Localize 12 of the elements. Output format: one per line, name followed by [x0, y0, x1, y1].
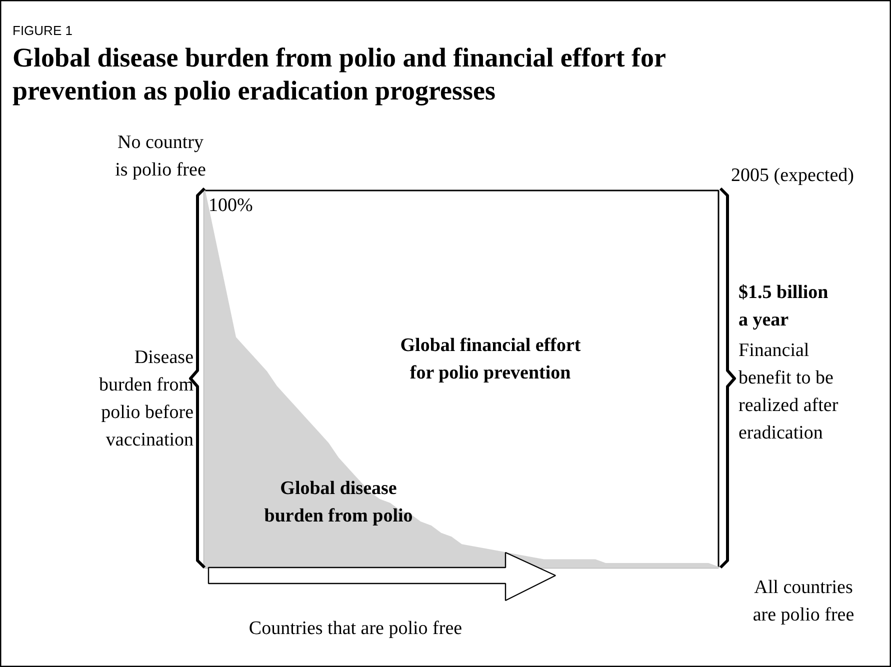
- annotation: Global financial effort for polio prevention: [400, 335, 582, 384]
- chart-title: Global disease burden from polio and financial effort for prevention as polio eradication progresses: [12, 42, 666, 106]
- text: Countries that are polio free: [248, 618, 462, 639]
- annotation: 100%: [208, 195, 253, 216]
- text: Financial benefit to be realized after eradication: [738, 340, 839, 444]
- text: No country is polio free: [115, 132, 206, 180]
- caption: FIGURE 1: [12, 23, 72, 38]
- text: $1.5 billion a year: [738, 282, 829, 330]
- text: All countries are polio free: [752, 577, 854, 626]
- text: Disease burden from polio before vaccination: [99, 347, 194, 450]
- series-label: Global disease burden from polio: [264, 478, 413, 526]
- text: 2005 (expected): [731, 165, 854, 186]
